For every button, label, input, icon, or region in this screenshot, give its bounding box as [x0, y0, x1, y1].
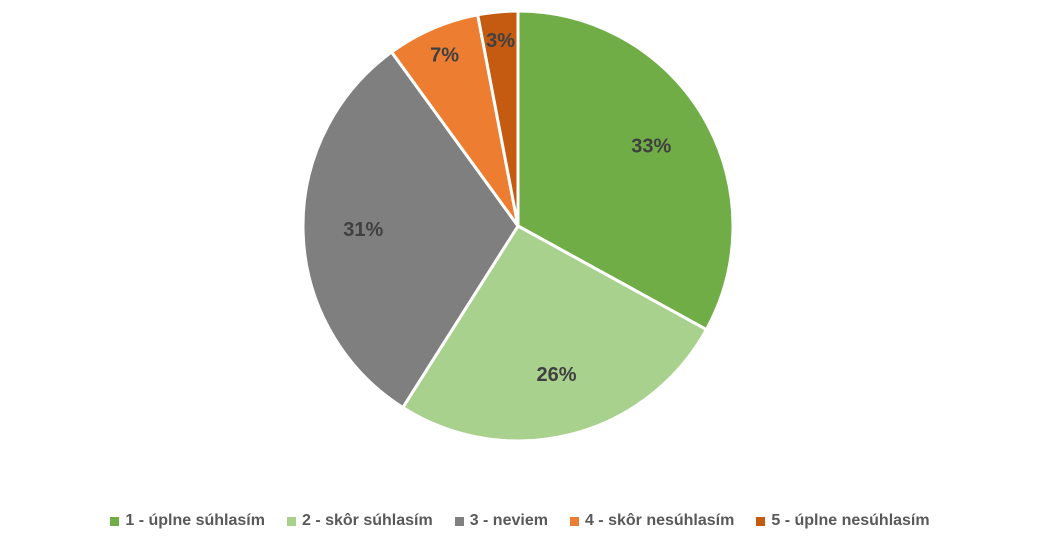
- legend-item: 4 - skôr nesúhlasím: [569, 512, 735, 530]
- legend-swatch: [286, 516, 296, 526]
- pie-slice: [301, 49, 520, 410]
- legend-label: 3 - neviem: [469, 512, 548, 529]
- data-label: 33%: [631, 135, 671, 157]
- data-label: 31%: [343, 219, 383, 241]
- legend-label: 5 - úplne nesúhlasím: [771, 512, 930, 529]
- chart: 33% 26% 31% 7% 3%: [301, 9, 735, 443]
- legend: 1 - úplne súhlasím 2 - skôr súhlasím 3 - n…: [0, 512, 1040, 530]
- legend-item: 1 - úplne súhlasím: [110, 512, 265, 530]
- legend-item: 5 - úplne nesúhlasím: [756, 512, 930, 530]
- data-label: 3%: [486, 30, 515, 52]
- legend-swatch: [110, 516, 120, 526]
- legend-swatch: [756, 516, 766, 526]
- pie-slice: [475, 9, 520, 227]
- legend-label: 4 - skôr nesúhlasím: [584, 512, 735, 529]
- data-label: 26%: [536, 364, 576, 386]
- pie-slice: [400, 224, 709, 443]
- legend-swatch: [569, 516, 579, 526]
- legend-swatch: [454, 516, 464, 526]
- legend-label: 1 - úplne súhlasím: [125, 512, 265, 529]
- legend-item: 2 - skôr súhlasím: [286, 512, 433, 530]
- pie-slice: [516, 9, 735, 332]
- data-label: 7%: [430, 45, 459, 67]
- legend-label: 2 - skôr súhlasím: [301, 512, 433, 529]
- legend-item: 3 - neviem: [454, 512, 548, 530]
